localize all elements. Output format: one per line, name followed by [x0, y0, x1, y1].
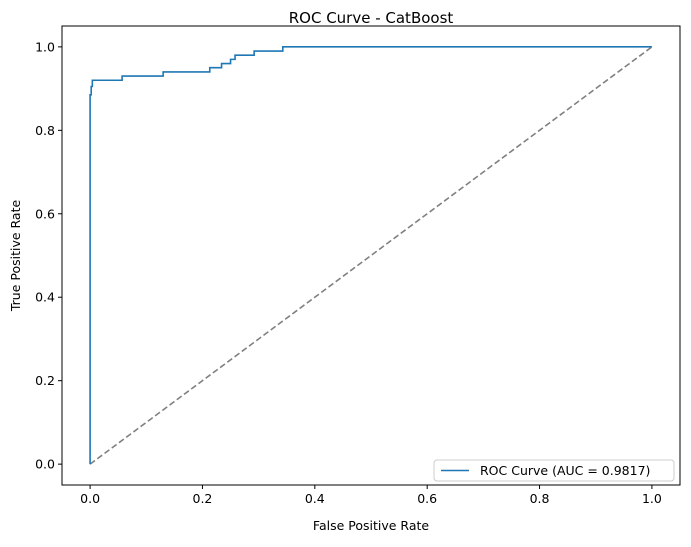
x-tick-label: 1.0 [642, 491, 662, 506]
chance-diagonal-line [89, 46, 653, 465]
y-axis-ticks: 0.0 0.2 0.4 0.6 0.8 1.0 [35, 39, 62, 472]
y-tick-label: 0.0 [35, 457, 55, 472]
x-tick-label: 0.6 [417, 491, 437, 506]
plot-frame [61, 25, 681, 486]
plot-area [61, 25, 681, 486]
legend-box [433, 459, 675, 482]
y-tick-label: 0.8 [35, 123, 55, 138]
y-tick-label: 0.2 [35, 373, 55, 388]
y-tick-label: 0.4 [35, 290, 55, 305]
x-tick-label: 0.8 [530, 491, 550, 506]
chart-title: ROC Curve - CatBoost [289, 9, 454, 27]
x-tick-label: 0.4 [305, 491, 325, 506]
series-layer [89, 46, 653, 465]
y-tick-label: 0.6 [35, 206, 55, 221]
legend: ROC Curve (AUC = 0.9817) [433, 459, 675, 482]
x-tick-label: 0.0 [80, 491, 100, 506]
y-tick-label: 1.0 [35, 39, 55, 54]
y-axis-label: True Positive Rate [8, 200, 23, 313]
x-tick-label: 0.2 [193, 491, 213, 506]
x-axis-ticks: 0.0 0.2 0.4 0.6 0.8 1.0 [80, 485, 662, 506]
roc-curve-line [89, 46, 652, 465]
legend-label: ROC Curve (AUC = 0.9817) [480, 463, 650, 478]
x-axis-label: False Positive Rate [313, 518, 429, 533]
